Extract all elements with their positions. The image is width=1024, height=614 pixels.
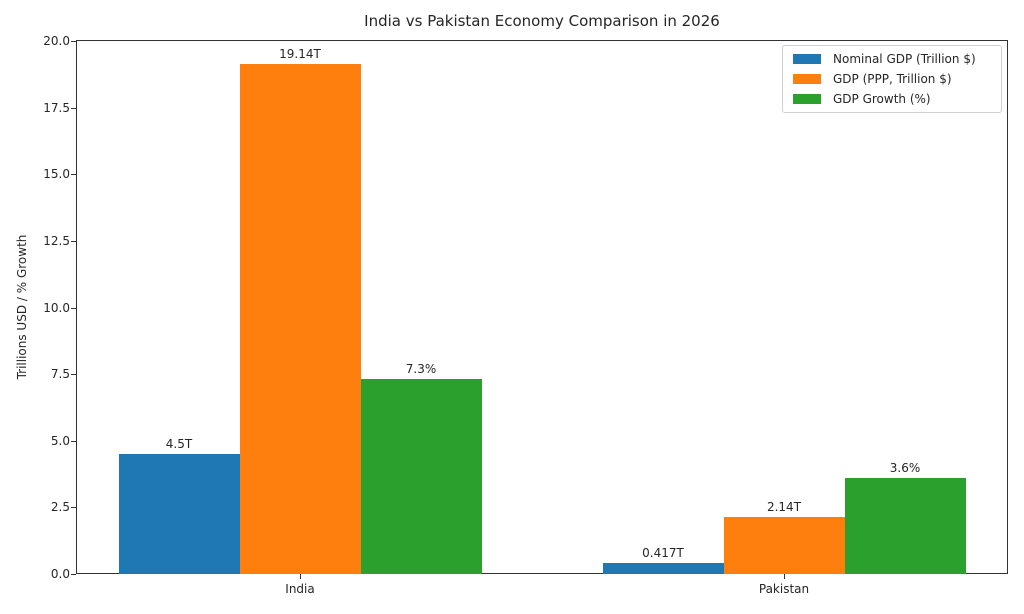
y-tick-label: 2.5 [50,500,70,515]
chart-title: India vs Pakistan Economy Comparison in … [364,12,720,30]
y-tick-mark [71,507,76,509]
bar [723,516,845,574]
bar-value-label: 19.14T [279,46,321,61]
y-tick-mark [71,440,76,442]
y-tick-label: 15.0 [43,167,70,182]
y-tick-label: 7.5 [50,367,70,382]
bar-value-label: 7.3% [405,362,437,377]
bar [602,562,724,574]
x-tick-label: Pakistan [758,582,810,596]
legend-swatch [793,74,821,84]
bar-value-label: 0.417T [642,545,684,560]
y-tick-mark [71,240,76,242]
legend-swatch [793,54,821,64]
bar-value-label: 2.14T [766,499,802,514]
bar [360,379,482,574]
y-tick-label: 0.0 [50,567,70,581]
y-tick-mark [71,41,76,42]
y-tick-mark [71,307,76,309]
legend-label: Nominal GDP (Trillion $) [833,52,976,66]
legend: Nominal GDP (Trillion $) GDP (PPP, Trill… [782,45,1002,113]
bar-value-label: 3.6% [889,461,921,476]
legend-item-gdp-growth: GDP Growth (%) [793,92,931,106]
legend-label: GDP (PPP, Trillion $) [833,72,952,86]
x-tick-label: India [285,582,315,596]
legend-item-nominal-gdp: Nominal GDP (Trillion $) [793,52,976,66]
y-tick-label: 5.0 [50,433,70,448]
y-tick-label: 12.5 [43,233,70,248]
x-tick-mark [300,574,301,579]
y-tick-mark [71,107,76,109]
plot-area [76,40,1008,574]
y-tick-label: 20.0 [43,34,70,48]
y-tick-mark [71,374,76,376]
bar [118,454,240,574]
bar-value-label: 4.5T [165,437,193,452]
y-tick-label: 10.0 [43,300,70,315]
y-tick-label: 17.5 [43,100,70,115]
y-tick-mark [71,574,76,575]
bar [844,478,966,574]
legend-label: GDP Growth (%) [833,92,931,106]
bar [239,63,361,574]
y-tick-mark [71,174,76,176]
legend-item-ppp-gdp: GDP (PPP, Trillion $) [793,72,952,86]
x-tick-mark [784,574,785,579]
legend-swatch [793,94,821,104]
